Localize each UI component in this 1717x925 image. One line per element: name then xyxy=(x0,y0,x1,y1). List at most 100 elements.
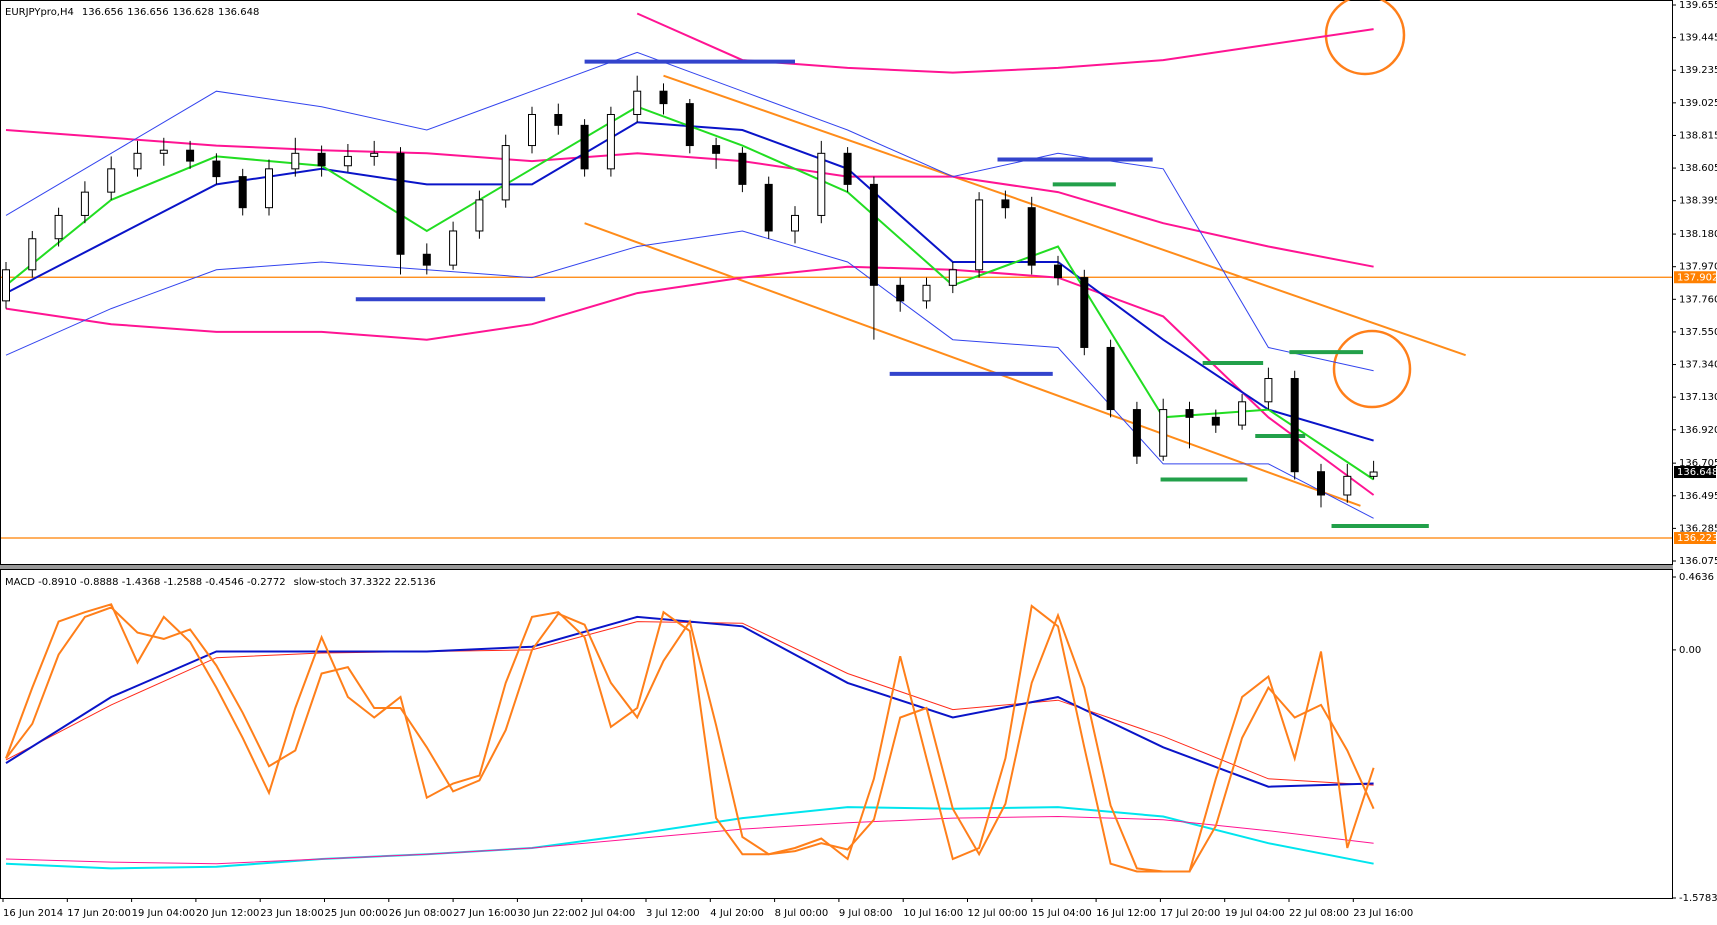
candle-body xyxy=(1001,199,1010,209)
candle-body xyxy=(422,253,431,266)
indicator-line xyxy=(5,129,1374,268)
candle-body xyxy=(606,113,615,170)
indicator-line xyxy=(5,621,1374,786)
candle-body xyxy=(1343,475,1352,496)
x-tick-label: 19 Jul 04:00 xyxy=(1225,908,1285,919)
indicator-line xyxy=(5,603,1375,873)
indicator-line xyxy=(5,230,1374,519)
symbol-label: EURJPYpro,H4 136.656 136.656 136.628 136.648 xyxy=(5,7,259,18)
y-tick-label: 137.760 xyxy=(1679,294,1717,305)
y-tick-label: 139.025 xyxy=(1679,98,1717,109)
x-tick-label: 12 Jul 00:00 xyxy=(968,908,1028,919)
indicator-line xyxy=(5,815,1374,865)
candle-body xyxy=(265,168,273,209)
candle-body xyxy=(1238,401,1247,426)
y-tick-label: 138.395 xyxy=(1679,196,1717,207)
candle-body xyxy=(107,168,116,193)
candle-body xyxy=(1369,471,1378,477)
candle-body xyxy=(1027,207,1036,266)
candle-body xyxy=(1317,471,1325,496)
y-tick-label: 137.970 xyxy=(1679,262,1717,273)
candle-body xyxy=(2,269,10,302)
x-tick-label: 4 Jul 20:00 xyxy=(710,908,764,919)
y-tick-label: 0.4636 xyxy=(1679,572,1714,583)
candle-body xyxy=(1106,346,1115,411)
indicator-line xyxy=(5,606,1375,873)
last-price-box xyxy=(1674,466,1716,479)
channel-line xyxy=(663,74,1466,357)
candle-body xyxy=(1080,277,1089,348)
indicator-line xyxy=(5,265,1375,496)
x-tick-label: 16 Jun 2014 xyxy=(3,908,63,919)
candle-body xyxy=(291,152,300,170)
y-tick-label: 0.00 xyxy=(1679,645,1701,656)
pane-separator xyxy=(0,565,1673,569)
level-price-box xyxy=(1674,271,1716,284)
candle-body xyxy=(54,214,63,240)
x-tick-label: 23 Jun 18:00 xyxy=(260,908,324,919)
macd-label: MACD -0.8910 -0.8888 -1.4368 -1.2588 -0.… xyxy=(5,577,286,588)
candle-body xyxy=(922,284,931,302)
candle-body xyxy=(1264,378,1273,403)
indicator-label: MACD -0.8910 -0.8888 -1.4368 -1.2588 -0.… xyxy=(5,577,436,588)
x-tick-label: 25 Jun 00:00 xyxy=(325,908,389,919)
x-tick-label: 17 Jun 20:00 xyxy=(67,908,131,919)
candle-body xyxy=(80,191,89,216)
indicator-line xyxy=(5,121,1374,442)
level-price-label: 137.902 xyxy=(1677,272,1717,283)
candle-body xyxy=(948,269,957,286)
x-tick-label: 8 Jul 00:00 xyxy=(775,908,829,919)
last-price-label: 136.648 xyxy=(1677,467,1717,478)
candle-body xyxy=(975,199,984,271)
y-tick-label: 138.180 xyxy=(1679,229,1717,240)
candle-body xyxy=(317,152,326,167)
y-tick-label: 139.445 xyxy=(1679,33,1717,44)
candle-body xyxy=(186,149,195,162)
indicator-line xyxy=(5,615,1374,788)
candle-body xyxy=(1185,409,1194,418)
candle-body xyxy=(817,152,826,216)
x-tick-label: 17 Jul 20:00 xyxy=(1160,908,1220,919)
candle-body xyxy=(685,103,694,147)
candle-body xyxy=(133,152,142,170)
candle-body xyxy=(1159,409,1168,457)
candle-body xyxy=(1290,378,1299,473)
x-tick-label: 15 Jul 04:00 xyxy=(1032,908,1092,919)
candle-body xyxy=(738,152,747,185)
highlight-circle xyxy=(1332,329,1412,409)
candle-body xyxy=(554,113,563,126)
x-tick-label: 27 Jun 16:00 xyxy=(453,908,517,919)
x-tick-label: 22 Jul 08:00 xyxy=(1289,908,1349,919)
x-tick-label: 30 Jun 22:00 xyxy=(517,908,581,919)
y-tick-label: 137.340 xyxy=(1679,360,1717,371)
x-tick-label: 26 Jun 08:00 xyxy=(389,908,453,919)
y-tick-label: 136.285 xyxy=(1679,523,1717,534)
candle-body xyxy=(159,149,168,154)
y-tick-label: 136.075 xyxy=(1679,556,1717,567)
y-tick-label: 137.130 xyxy=(1679,392,1717,403)
price-pane xyxy=(0,0,1673,565)
highlight-circle xyxy=(1324,0,1406,76)
candle-body xyxy=(764,183,773,232)
indicator-line xyxy=(5,105,1375,481)
candle-body xyxy=(633,90,642,115)
level-price-box xyxy=(1674,532,1716,545)
x-tick-label: 9 Jul 08:00 xyxy=(839,908,893,919)
y-tick-label: 136.705 xyxy=(1679,458,1717,469)
x-tick-label: 19 Jun 04:00 xyxy=(132,908,196,919)
y-tick-label: -1.5783 xyxy=(1679,893,1717,904)
candle-body xyxy=(869,183,878,286)
quote-high: 136.656 xyxy=(127,7,168,18)
y-tick-label: 136.920 xyxy=(1679,425,1717,436)
x-tick-label: 20 Jun 12:00 xyxy=(196,908,260,919)
level-price-label: 136.223 xyxy=(1677,533,1717,544)
candle-body xyxy=(843,152,852,185)
x-tick-label: 10 Jul 16:00 xyxy=(903,908,963,919)
x-tick-label: 3 Jul 12:00 xyxy=(646,908,700,919)
candle-body xyxy=(528,113,536,147)
candle-body xyxy=(1054,264,1062,279)
candle-body xyxy=(712,145,721,154)
candle-body xyxy=(1211,416,1220,426)
y-tick-label: 138.605 xyxy=(1679,163,1717,174)
